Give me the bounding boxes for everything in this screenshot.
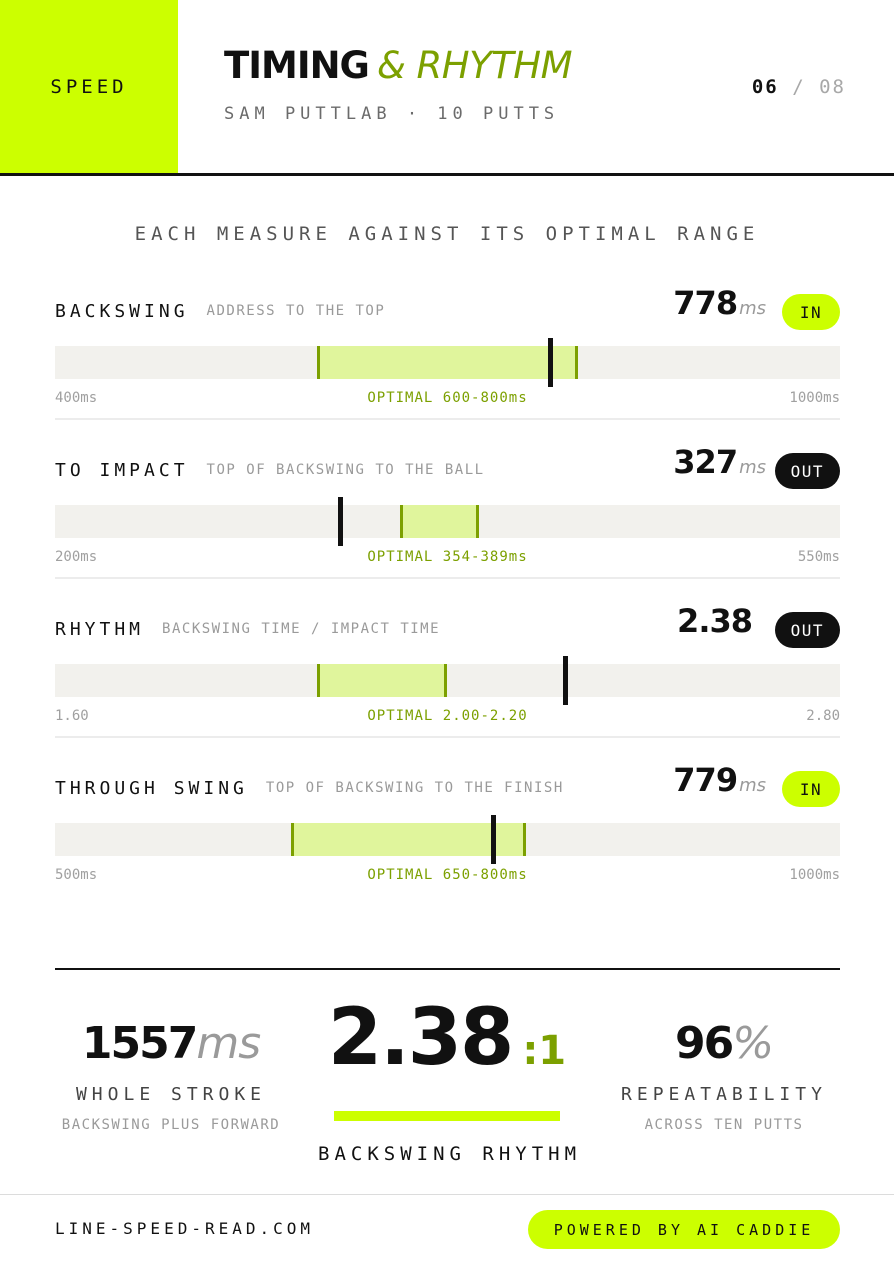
rhythm-accent-bar [334, 1111, 560, 1121]
summary-divider [55, 968, 840, 970]
axis-max-label: 550ms [797, 549, 840, 565]
category-block: SPEED [0, 0, 178, 173]
range-track [55, 656, 840, 705]
axis-min-label: 1.60 [55, 708, 89, 724]
metric-through-swing: THROUGH SWING TOP OF BACKSWING TO THE FI… [55, 761, 840, 913]
metric-name: THROUGH SWING [55, 777, 248, 799]
metric-name: BACKSWING [55, 300, 189, 322]
row-divider [55, 577, 840, 579]
metric-unit: ms [739, 298, 766, 319]
axis-max-label: 2.80 [806, 708, 840, 724]
metric-value-group: 778 ms [673, 284, 766, 322]
whole-stroke-unit: ms [196, 1018, 261, 1069]
actual-value-marker [563, 656, 569, 705]
rhythm-stat: 2.38:1 BACKSWING RHYTHM [318, 990, 576, 1165]
metric-label: BACKSWING ADDRESS TO THE TOP [55, 296, 385, 326]
metric-description: TOP OF BACKSWING TO THE BALL [206, 462, 485, 478]
section-heading: EACH MEASURE AGAINST ITS OPTIMAL RANGE [134, 223, 760, 245]
page-total: 08 [819, 76, 846, 98]
metric-description: BACKSWING TIME / IMPACT TIME [162, 621, 441, 637]
optimal-range-label: OPTIMAL 650-800ms [367, 867, 528, 883]
metric-value: 779 [673, 761, 738, 799]
metric-value: 327 [673, 443, 738, 481]
optimal-range-band [316, 346, 579, 379]
range-track [55, 338, 840, 387]
repeatability-caption: REPEATABILITY [621, 1084, 827, 1105]
repeatability-value: 96% [612, 1014, 836, 1074]
footer-url-link[interactable]: LINE-SPEED-READ.COM [55, 1219, 315, 1238]
optimal-range-band [316, 664, 448, 697]
footer-divider [0, 1194, 894, 1195]
status-badge: IN [782, 771, 840, 807]
metric-name: TO IMPACT [55, 459, 189, 481]
metric-backswing: BACKSWING ADDRESS TO THE TOP 778 ms IN 40… [55, 284, 840, 436]
actual-value-marker [547, 338, 553, 387]
axis-max-label: 1000ms [789, 867, 840, 883]
actual-value-marker [491, 815, 497, 864]
metric-to-impact: TO IMPACT TOP OF BACKSWING TO THE BALL 3… [55, 443, 840, 595]
page-indicator: 06 / 08 [752, 76, 846, 98]
metric-value-group: 779 ms [673, 761, 766, 799]
rhythm-ratio: :1 [522, 1028, 567, 1074]
metric-description: TOP OF BACKSWING TO THE FINISH [265, 780, 564, 796]
axis-min-label: 500ms [55, 867, 98, 883]
page-separator: / [792, 76, 806, 98]
metric-value: 778 [673, 284, 738, 322]
optimal-range-label: OPTIMAL 354-389ms [367, 549, 528, 565]
title-bold: TIMING [224, 44, 370, 87]
row-divider [55, 418, 840, 420]
axis-max-label: 1000ms [789, 390, 840, 406]
powered-by-badge: POWERED BY AI CADDIE [528, 1210, 840, 1249]
metric-rhythm: RHYTHM BACKSWING TIME / IMPACT TIME 2.38… [55, 602, 840, 754]
axis-min-label: 400ms [55, 390, 98, 406]
axis-min-label: 200ms [55, 549, 98, 565]
range-axis: 1.60 OPTIMAL 2.00-2.20 2.80 [55, 708, 840, 728]
title-light: & RHYTHM [376, 44, 573, 87]
category-label: SPEED [50, 75, 128, 98]
repeatability-stat: 96% REPEATABILITY ACROSS TEN PUTTS [612, 1014, 836, 1133]
page-subtitle: SAM PUTTLAB · 10 PUTTS [224, 104, 560, 124]
rhythm-value: 2.38:1 [318, 990, 576, 1099]
range-track [55, 497, 840, 546]
metric-label: RHYTHM BACKSWING TIME / IMPACT TIME [55, 614, 440, 644]
range-axis: 500ms OPTIMAL 650-800ms 1000ms [55, 867, 840, 887]
metric-name: RHYTHM [55, 618, 145, 640]
range-track [55, 815, 840, 864]
whole-stroke-value: 1557ms [55, 1014, 287, 1074]
repeatability-unit: % [732, 1018, 774, 1069]
status-badge: OUT [774, 612, 840, 648]
metric-unit: ms [739, 457, 766, 478]
metric-value-group: 327 ms [673, 443, 766, 481]
whole-stroke-stat: 1557ms WHOLE STROKE BACKSWING PLUS FORWA… [55, 1014, 287, 1133]
metric-description: ADDRESS TO THE TOP [206, 303, 386, 319]
status-badge: OUT [774, 453, 840, 489]
repeatability-number: 96 [674, 1018, 734, 1069]
whole-stroke-number: 1557 [81, 1018, 198, 1069]
range-axis: 400ms OPTIMAL 600-800ms 1000ms [55, 390, 840, 410]
status-badge: IN [782, 294, 840, 330]
metric-unit: ms [739, 775, 766, 796]
optimal-range-label: OPTIMAL 600-800ms [367, 390, 528, 406]
metric-label: THROUGH SWING TOP OF BACKSWING TO THE FI… [55, 773, 564, 803]
repeatability-subcaption: ACROSS TEN PUTTS [644, 1117, 804, 1133]
optimal-range-band [290, 823, 526, 856]
whole-stroke-subcaption: BACKSWING PLUS FORWARD [61, 1117, 281, 1133]
whole-stroke-caption: WHOLE STROKE [75, 1084, 267, 1105]
rhythm-number: 2.38 [327, 993, 514, 1083]
optimal-range-band [400, 505, 479, 538]
rhythm-caption: BACKSWING RHYTHM [318, 1143, 582, 1165]
range-axis: 200ms OPTIMAL 354-389ms 550ms [55, 549, 840, 569]
optimal-range-label: OPTIMAL 2.00-2.20 [367, 708, 528, 724]
metric-value: 2.38 [677, 602, 753, 640]
actual-value-marker [337, 497, 343, 546]
row-divider [55, 736, 840, 738]
header: SPEED TIMING & RHYTHM SAM PUTTLAB · 10 PU… [0, 0, 894, 176]
metric-value-group: 2.38 [677, 602, 753, 640]
page-current: 06 [751, 76, 779, 98]
metric-label: TO IMPACT TOP OF BACKSWING TO THE BALL [55, 455, 485, 485]
page-title: TIMING & RHYTHM [224, 42, 573, 90]
